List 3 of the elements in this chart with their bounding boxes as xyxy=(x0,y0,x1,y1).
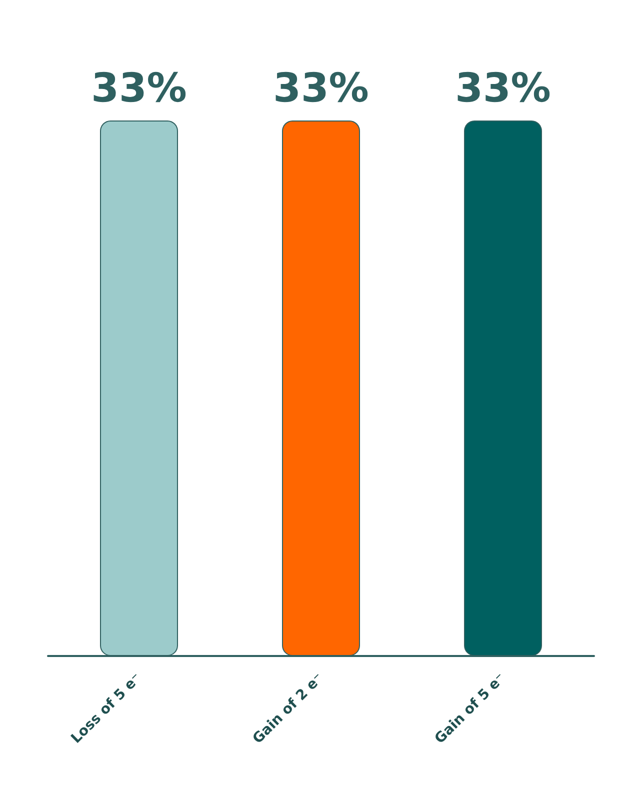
data-label: 33% xyxy=(455,65,551,112)
data-label: 33% xyxy=(273,65,369,112)
data-label: 33% xyxy=(91,65,187,112)
